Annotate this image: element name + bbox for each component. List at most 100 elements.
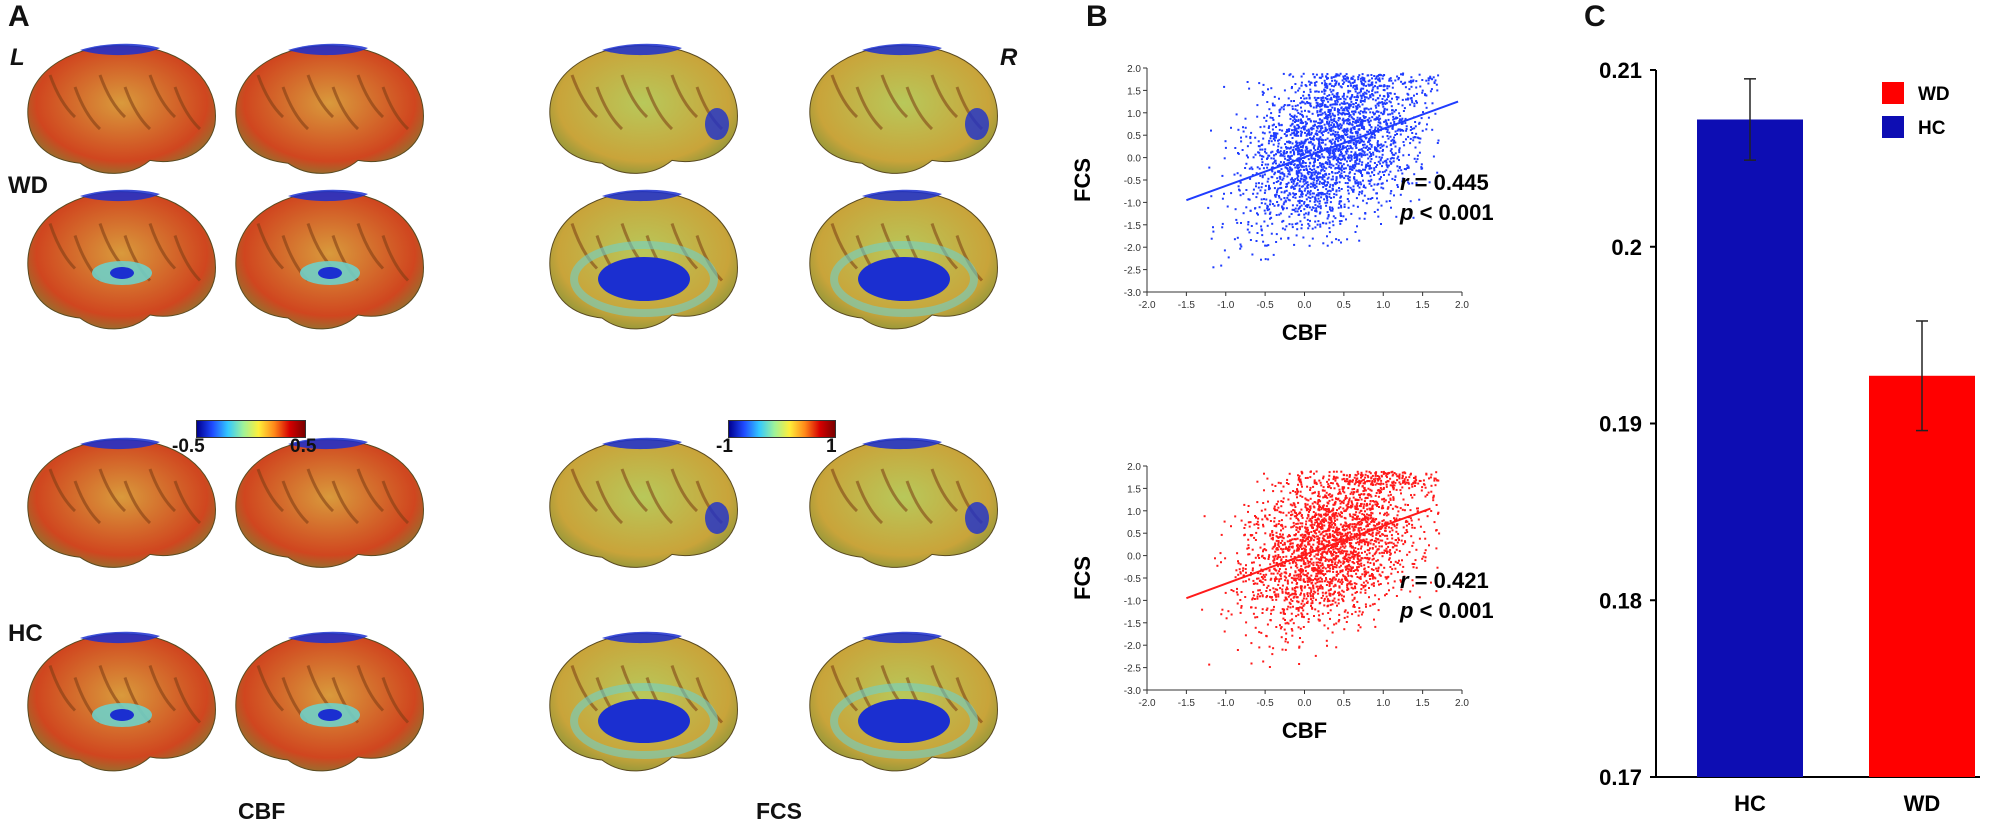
- scatter-point: [1322, 96, 1325, 99]
- scatter-point: [1368, 507, 1371, 510]
- scatter-point: [1309, 104, 1312, 107]
- scatter-point: [1366, 145, 1369, 148]
- scatter-point: [1308, 555, 1311, 557]
- scatter-point: [1380, 143, 1383, 146]
- scatter-point: [1288, 534, 1291, 537]
- scatter-point: [1308, 83, 1311, 86]
- scatter-point: [1274, 139, 1276, 142]
- scatter-point: [1380, 182, 1383, 185]
- scatter-point: [1375, 518, 1378, 520]
- scatter-point: [1398, 149, 1401, 152]
- scatter-point: [1327, 612, 1330, 614]
- scatter-point: [1312, 171, 1315, 174]
- scatter-point: [1266, 157, 1268, 160]
- scatter-point: [1390, 206, 1392, 209]
- scatter-point: [1275, 134, 1278, 137]
- scatter-point: [1318, 105, 1321, 108]
- scatter-point: [1307, 118, 1310, 121]
- scatter-point: [1391, 138, 1394, 141]
- scatter-point: [1413, 563, 1416, 565]
- scatter-point: [1320, 196, 1323, 199]
- scatter-point: [1335, 528, 1338, 531]
- scatter-point: [1351, 593, 1354, 596]
- scatter-point: [1291, 86, 1293, 88]
- scatter-point: [1255, 240, 1258, 242]
- scatter-point: [1323, 580, 1326, 583]
- scatter-point: [1316, 223, 1319, 226]
- scatter-point: [1355, 582, 1358, 585]
- scatter-point: [1384, 120, 1387, 122]
- scatter-point: [1361, 122, 1364, 125]
- scatter-point: [1337, 119, 1340, 122]
- scatter-point: [1378, 74, 1381, 76]
- scatter-point: [1342, 557, 1345, 560]
- scatter-point: [1293, 118, 1296, 121]
- scatter-point: [1357, 472, 1360, 475]
- scatter-point: [1302, 547, 1305, 550]
- scatter-point: [1346, 615, 1349, 618]
- scatter-point: [1326, 244, 1329, 247]
- cbf-colorbar-min: -0.5: [172, 436, 205, 457]
- scatter-point: [1309, 536, 1312, 539]
- scatter-point: [1274, 542, 1277, 545]
- scatter-point: [1360, 528, 1363, 531]
- scatter-point: [1401, 117, 1404, 120]
- scatter-point: [1368, 503, 1371, 506]
- scatter-point: [1325, 195, 1328, 198]
- scatter-point: [1359, 626, 1362, 629]
- scatter-point: [1312, 568, 1315, 571]
- scatter-point: [1316, 110, 1319, 113]
- scatter-point: [1379, 117, 1382, 120]
- scatter-point: [1274, 576, 1277, 579]
- scatter-point: [1305, 498, 1308, 501]
- scatter-point: [1297, 490, 1299, 493]
- scatter-point: [1373, 136, 1376, 139]
- scatter-point: [1337, 598, 1340, 601]
- scatter-point: [1300, 172, 1303, 175]
- scatter-point: [1302, 101, 1305, 104]
- scatter-point: [1348, 483, 1351, 486]
- scatter-point: [1277, 122, 1280, 125]
- scatter-point: [1323, 597, 1326, 600]
- scatter-point: [1311, 567, 1314, 570]
- scatter-point: [1351, 94, 1354, 96]
- scatter-point: [1263, 543, 1266, 546]
- scatter-point: [1340, 152, 1343, 155]
- scatter-point: [1234, 147, 1237, 149]
- scatter-point: [1334, 500, 1337, 503]
- scatter-point: [1333, 513, 1336, 516]
- scatter-point: [1325, 595, 1328, 598]
- scatter-point: [1309, 497, 1312, 500]
- scatter-point: [1315, 104, 1318, 107]
- scatter-point: [1240, 245, 1243, 248]
- scatter-point: [1273, 104, 1276, 107]
- scatter-point: [1323, 495, 1326, 498]
- scatter-point: [1351, 551, 1354, 554]
- scatter-point: [1308, 165, 1311, 168]
- scatter-point: [1353, 533, 1356, 536]
- scatter-point: [1268, 212, 1271, 215]
- scatter-point: [1314, 149, 1317, 152]
- scatter-point: [1352, 185, 1355, 188]
- brain-surface-fcs-med: [809, 631, 998, 772]
- scatter-point: [1324, 567, 1327, 570]
- scatter-point: [1261, 234, 1264, 237]
- scatter-point: [1345, 107, 1348, 110]
- scatter-point: [1302, 178, 1305, 181]
- y-tick-label: -0.5: [1124, 176, 1142, 187]
- scatter-point: [1261, 143, 1264, 146]
- scatter-point: [1324, 126, 1327, 129]
- scatter-point: [1288, 147, 1291, 150]
- scatter-point: [1401, 180, 1404, 183]
- scatter-point: [1306, 485, 1309, 488]
- scatter-point: [1360, 547, 1362, 550]
- scatter-point: [1247, 156, 1249, 159]
- scatter-point: [1293, 504, 1296, 507]
- scatter-point: [1272, 490, 1275, 493]
- scatter-point: [1293, 187, 1296, 190]
- scatter-point: [1356, 132, 1359, 135]
- scatter-point: [1259, 189, 1262, 192]
- scatter-point: [1311, 581, 1314, 584]
- scatter-point: [1341, 158, 1344, 161]
- scatter-point: [1372, 562, 1375, 565]
